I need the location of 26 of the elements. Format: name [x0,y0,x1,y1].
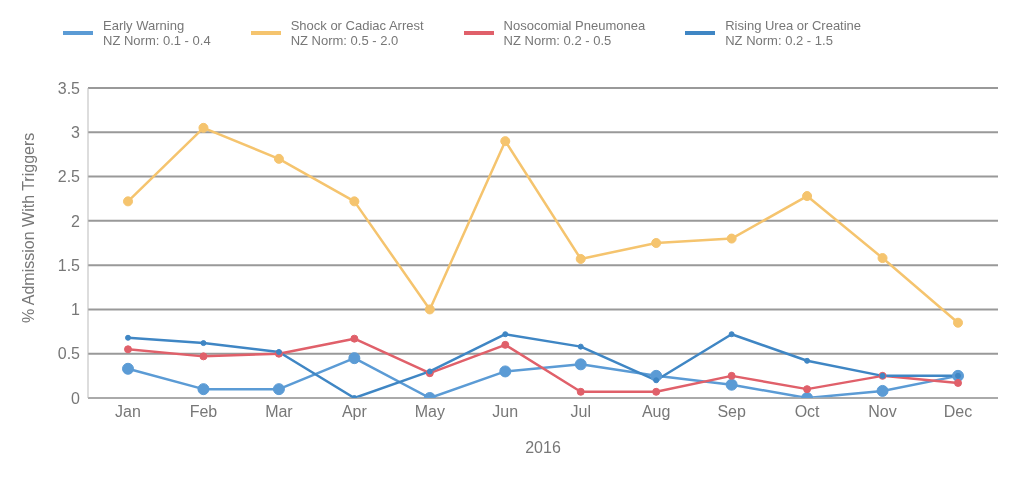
x-tick-label: Jun [492,403,519,421]
x-tick-label: Apr [341,403,368,421]
x-tick-label: May [414,403,445,421]
x-tick-label: Jul [570,403,591,421]
y-tick-label: 1.5 [57,256,81,274]
x-tick-label: Dec [943,403,973,421]
legend-label: Nosocomial Pneumonea NZ Norm: 0.2 - 0.5 [503,18,646,48]
x-tick-label: Oct [794,403,821,421]
y-tick-label: 1 [71,301,81,319]
legend-label: Rising Urea or Creatine NZ Norm: 0.2 - 1.5 [725,18,862,48]
y-tick-label: 3.5 [57,79,81,97]
legend-label: Early Warning NZ Norm: 0.1 - 0.4 [103,18,211,48]
x-tick-label: Aug [641,403,671,421]
y-axis-title: % Admission With Triggers [19,132,37,323]
x-tick-label: Nov [868,403,897,421]
x-axis-title: 2016 [525,439,561,456]
x-tick-label: Jan [115,403,141,421]
y-tick-label: 3 [71,123,81,141]
x-tick-label: Feb [189,403,218,421]
y-tick-label: 0.5 [57,345,81,363]
y-tick-label: 2 [71,212,81,230]
y-tick-label: 2.5 [57,168,81,186]
x-tick-label: Sep [717,403,746,421]
legend-label: Shock or Cadiac Arrest NZ Norm: 0.5 - 2.0 [290,18,424,48]
x-tick-label: Mar [265,403,294,421]
y-tick-label: 0 [71,389,81,407]
